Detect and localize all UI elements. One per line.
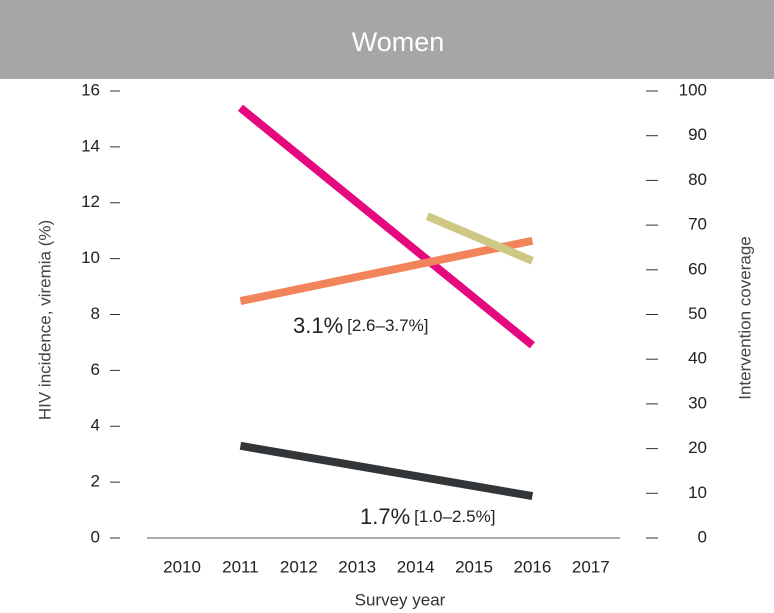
x-tick-label: 2010 (163, 557, 201, 576)
y-tick-label: 16 (81, 80, 100, 99)
annotation-interval: [1.0–2.5%] (414, 507, 495, 526)
y-tick-label: 4 (91, 416, 100, 435)
series-line (239, 236, 534, 306)
x-tick-label: 2012 (280, 557, 318, 576)
x-axis-label: Survey year (355, 590, 446, 609)
series-line (239, 441, 534, 501)
y2-tick-label: 50 (688, 304, 707, 323)
y-tick-label: 12 (81, 192, 100, 211)
y-axis-label: HIV incidence, viremia (%) (35, 220, 54, 420)
x-tick-label: 2014 (397, 557, 435, 576)
y2-tick-label: 80 (688, 170, 707, 189)
annotation: 1.7% [1.0–2.5%] (360, 504, 495, 529)
series-line (425, 212, 534, 265)
x-tick-label: 2011 (222, 557, 259, 576)
title-band (0, 0, 774, 79)
annotation-value: 3.1% (293, 313, 343, 338)
y-tick-label: 10 (81, 248, 100, 267)
y-tick-label: 8 (91, 304, 100, 323)
series-line (237, 104, 535, 349)
y-tick-label: 2 (91, 472, 100, 491)
y2-tick-label: 90 (688, 125, 707, 144)
annotation-interval: [2.6–3.7%] (347, 316, 428, 335)
annotation-value: 1.7% (360, 504, 410, 529)
y2-tick-label: 70 (688, 215, 707, 234)
y2-tick-label: 10 (688, 483, 707, 502)
y2-axis-label: Intervention coverage (735, 236, 754, 400)
annotation: 3.1% [2.6–3.7%] (293, 313, 428, 338)
x-tick-label: 2015 (455, 557, 493, 576)
y2-tick-label: 60 (688, 259, 707, 278)
chart-title: Women (352, 27, 445, 57)
y2-tick-label: 0 (698, 527, 707, 546)
x-tick-label: 2016 (513, 557, 551, 576)
y-tick-label: 6 (91, 360, 100, 379)
y2-tick-label: 40 (688, 349, 707, 368)
x-tick-label: 2013 (338, 557, 376, 576)
y-tick-label: 14 (81, 136, 100, 155)
y2-tick-label: 30 (688, 393, 707, 412)
y2-tick-label: 100 (679, 80, 707, 99)
x-tick-label: 2017 (572, 557, 610, 576)
y2-tick-label: 20 (688, 438, 707, 457)
y-tick-label: 0 (91, 527, 100, 546)
